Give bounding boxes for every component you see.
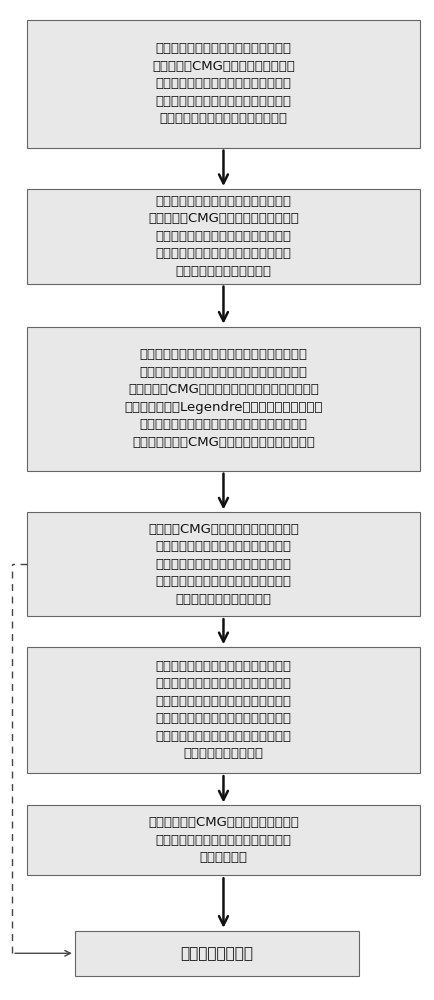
Text: 定义新的状态变量，基于建立的三个方
程获得用于CMG群框架角速度最优轨迹
规划及预测卫星姿态未来信息的非线性
连续状态空间方程，通过离散化方法，
获得该方程的离: 定义新的状态变量，基于建立的三个方 程获得用于CMG群框架角速度最优轨迹 规划及… — [148, 195, 299, 278]
Text: 根据建立的预测输出方程，以规划得到
的卫星姿态最优状态轨迹为跟踪目标，
建立兼顾卫星姿态跟踪快速性及鲁棒性
的优化控制问题，经过对该优化控制问
题的求解，获得反: 根据建立的预测输出方程，以规划得到 的卫星姿态最优状态轨迹为跟踪目标， 建立兼顾… — [155, 660, 292, 760]
FancyBboxPatch shape — [27, 805, 420, 875]
Text: 更新卫星姿态信息: 更新卫星姿态信息 — [181, 946, 253, 961]
FancyBboxPatch shape — [27, 189, 420, 284]
Text: 基于建立的非线性连续状态空间方程，建立兼顾
卫星姿态机动快速性、挠性附件振动抑制性能、
金字塔构型CMG群奇异性及满足状态约束等的优化
控制问题；基于Legen: 基于建立的非线性连续状态空间方程，建立兼顾 卫星姿态机动快速性、挠性附件振动抑制… — [124, 348, 323, 449]
Text: 将获得的CMG群最优框架角速度轨迹带
入到离散非线性状态空间方程中，并根
据当前测量的卫星姿态信息，建立卫星
姿态的预测输出方程，实现对预测时域
内的卫星姿态信: 将获得的CMG群最优框架角速度轨迹带 入到离散非线性状态空间方程中，并根 据当前… — [148, 523, 299, 606]
FancyBboxPatch shape — [27, 512, 420, 616]
FancyBboxPatch shape — [27, 20, 420, 148]
FancyBboxPatch shape — [27, 647, 420, 773]
FancyBboxPatch shape — [75, 931, 359, 976]
FancyBboxPatch shape — [27, 327, 420, 471]
Text: 选择惯性坐标系为参考坐标系，建立以
金字塔构型CMG群和反作用飞轮为执
行机构的挠性卫星姿态动力学及运动学
方程；以挠性附件的模态坐标系为基准
，建立挠性附件振: 选择惯性坐标系为参考坐标系，建立以 金字塔构型CMG群和反作用飞轮为执 行机构的… — [152, 42, 295, 125]
Text: 将规划得到的CMG群最优框架角速度及
飞轮机动控制力矩作用于卫星，驱动卫
星姿态运动；: 将规划得到的CMG群最优框架角速度及 飞轮机动控制力矩作用于卫星，驱动卫 星姿态… — [148, 816, 299, 864]
